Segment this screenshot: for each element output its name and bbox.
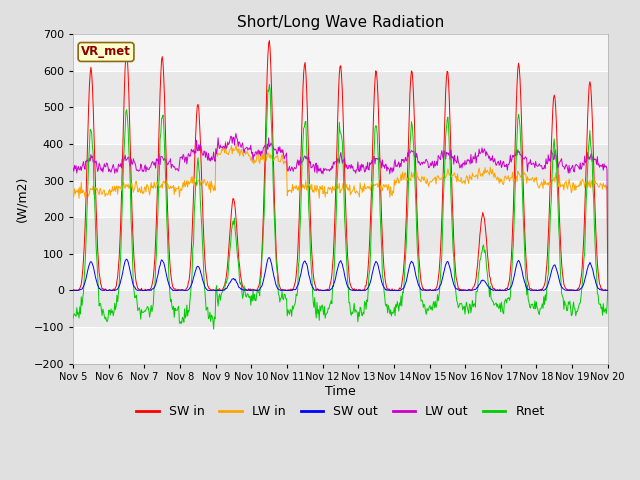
LW in [422,179,429,185]
SW in [134,286,141,291]
SW out [79,285,86,290]
LW out [422,157,429,163]
LW out [69,165,77,171]
Bar [73,254,608,290]
SW in [69,288,77,293]
Bar [73,34,608,71]
SW out [134,288,141,293]
Rnet [407,132,415,138]
SW in [406,90,414,96]
LW out [79,162,86,168]
SW out [422,288,429,293]
LW in [216,152,224,157]
SW in [266,38,273,44]
LW out [134,167,141,173]
SW out [216,288,224,293]
Rnet [79,295,86,301]
SW in [604,288,612,293]
Rnet [188,271,196,277]
LW in [79,187,86,193]
Bar [73,217,608,254]
LW in [604,288,612,293]
LW in [69,193,77,199]
LW in [188,180,196,186]
LW out [188,148,196,154]
LW out [232,131,240,136]
Bar [73,327,608,364]
LW out [216,142,224,148]
Rnet [210,326,218,332]
LW out [604,288,612,293]
LW out [406,150,414,156]
SW out [69,288,77,293]
Rnet [604,288,612,293]
Line: LW out: LW out [73,133,608,290]
Line: SW out: SW out [73,258,608,290]
Line: Rnet: Rnet [73,84,608,329]
Rnet [266,82,273,87]
Bar [73,180,608,217]
Rnet [422,312,430,317]
SW in [79,267,86,273]
Bar [73,290,608,327]
Y-axis label: (W/m2): (W/m2) [15,176,28,222]
Line: SW in: SW in [73,41,608,290]
SW out [266,255,273,261]
SW in [216,288,224,293]
LW in [134,189,141,195]
Rnet [217,293,225,299]
SW out [188,280,196,286]
Line: LW in: LW in [73,141,608,290]
Bar [73,144,608,180]
Text: VR_met: VR_met [81,46,131,59]
Bar [73,107,608,144]
SW in [188,231,196,237]
Bar [73,71,608,107]
Rnet [69,315,77,321]
SW out [604,288,612,293]
SW in [422,287,429,292]
LW in [221,138,229,144]
SW out [406,262,414,267]
LW in [406,177,414,182]
X-axis label: Time: Time [325,385,356,398]
Title: Short/Long Wave Radiation: Short/Long Wave Radiation [237,15,444,30]
Legend: SW in, LW in, SW out, LW out, Rnet: SW in, LW in, SW out, LW out, Rnet [131,400,550,423]
Rnet [134,308,141,313]
